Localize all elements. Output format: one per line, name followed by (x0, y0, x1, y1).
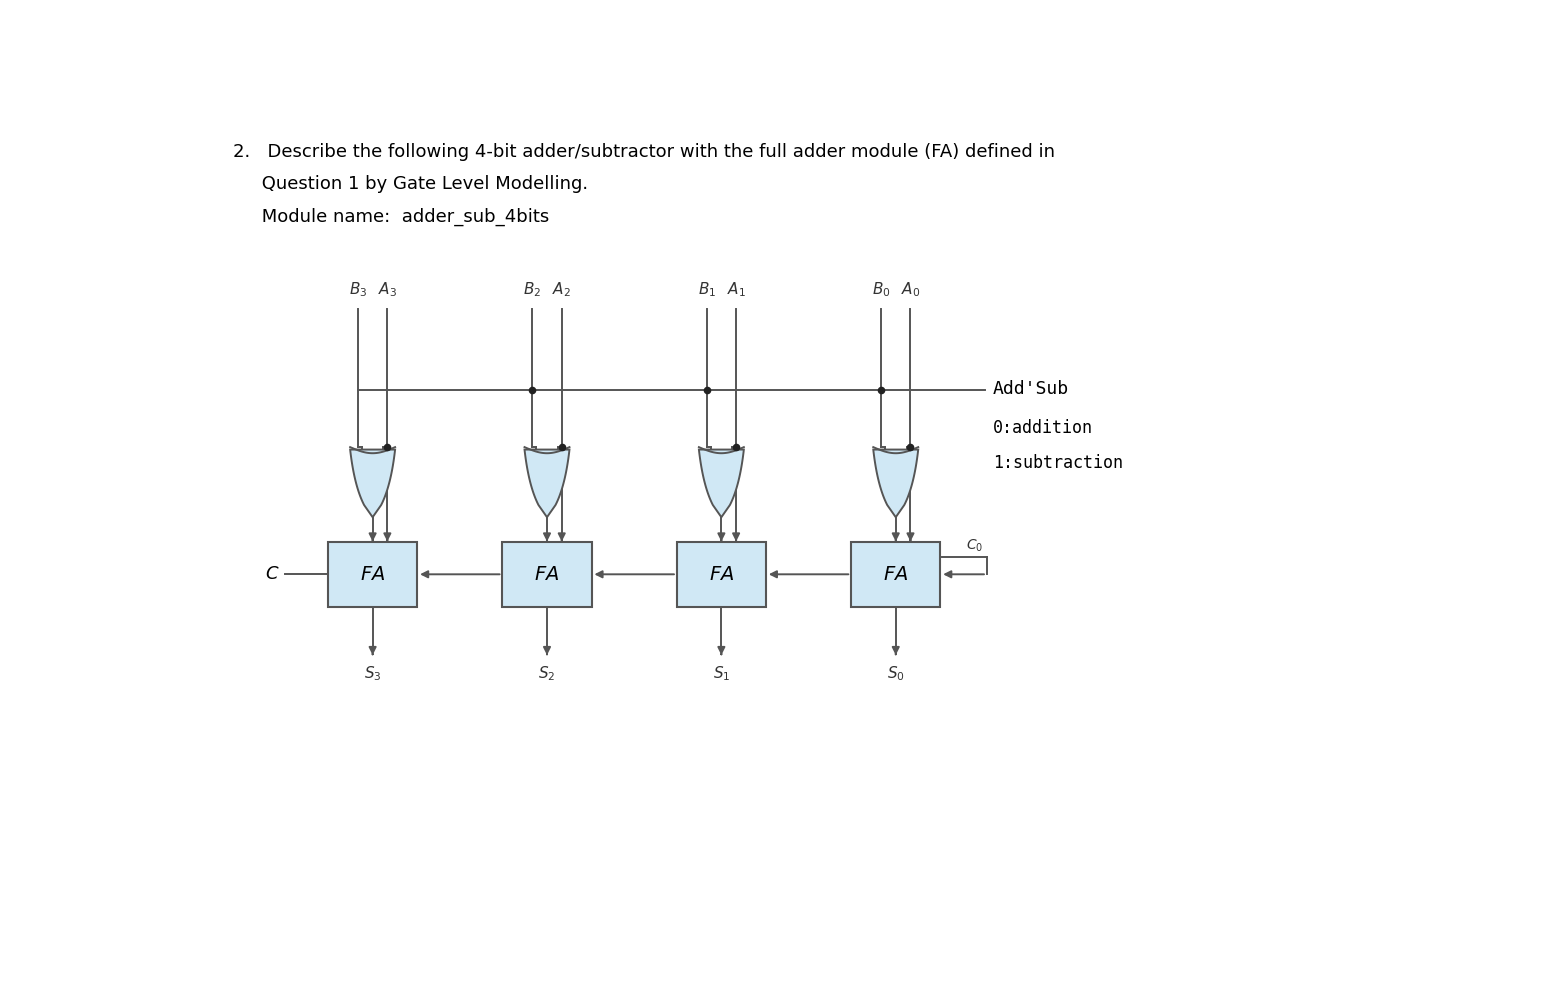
Text: 1:subtraction: 1:subtraction (992, 454, 1123, 472)
Text: Question 1 by Gate Level Modelling.: Question 1 by Gate Level Modelling. (233, 175, 588, 193)
Polygon shape (350, 450, 395, 517)
Text: Module name:  adder_sub_4bits: Module name: adder_sub_4bits (233, 208, 549, 226)
Text: 2.   Describe the following 4-bit adder/subtractor with the full adder module (F: 2. Describe the following 4-bit adder/su… (233, 143, 1056, 161)
Text: $\mathit{FA}$: $\mathit{FA}$ (883, 565, 908, 584)
Bar (676, 542, 767, 607)
Text: $S_1$: $S_1$ (712, 664, 731, 683)
Bar (502, 542, 591, 607)
Text: 0:addition: 0:addition (992, 419, 1093, 437)
Text: $S_3$: $S_3$ (364, 664, 381, 683)
Text: $S_0$: $S_0$ (886, 664, 905, 683)
Text: $A_0$: $A_0$ (900, 281, 921, 299)
Text: Add'Sub: Add'Sub (992, 380, 1068, 398)
Polygon shape (698, 450, 743, 517)
Bar (328, 542, 417, 607)
Text: $\mathit{FA}$: $\mathit{FA}$ (361, 565, 386, 584)
Text: $B_0$: $B_0$ (872, 281, 891, 299)
Polygon shape (874, 450, 917, 517)
Text: $B_3$: $B_3$ (348, 281, 367, 299)
Text: $\mathit{FA}$: $\mathit{FA}$ (535, 565, 560, 584)
Polygon shape (524, 450, 569, 517)
Text: $A_3$: $A_3$ (378, 281, 397, 299)
Text: $B_2$: $B_2$ (522, 281, 541, 299)
Bar (851, 542, 941, 607)
Text: $A_2$: $A_2$ (552, 281, 571, 299)
Text: $C_0$: $C_0$ (966, 538, 983, 554)
Text: $B_1$: $B_1$ (698, 281, 715, 299)
Text: $A_1$: $A_1$ (726, 281, 745, 299)
Text: $\mathit{FA}$: $\mathit{FA}$ (709, 565, 734, 584)
Text: $S_2$: $S_2$ (538, 664, 555, 683)
Text: $C$: $C$ (264, 565, 280, 583)
